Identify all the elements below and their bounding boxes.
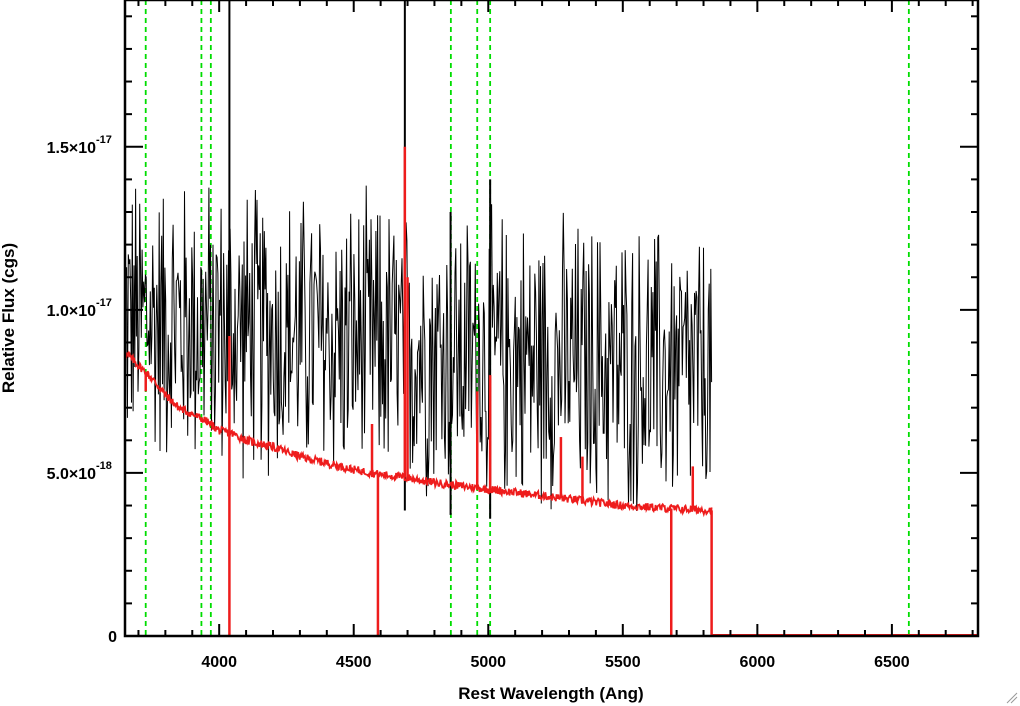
- y-tick-label: 0: [108, 629, 117, 646]
- y-tick-label: 5.0×10 -18: [47, 460, 112, 483]
- observed-spectrum: [124, 0, 713, 519]
- model-spectrum-line: [124, 350, 713, 518]
- x-tick-label: 5000: [470, 654, 506, 671]
- y-tick-label-mantissa: 0: [108, 629, 117, 646]
- x-tick-label: 4000: [201, 654, 237, 671]
- y-tick-label-mantissa: 1.0×10: [47, 303, 96, 320]
- x-tick-label: 4500: [336, 654, 372, 671]
- plot-frame: [123, 0, 980, 638]
- y-axis-ticks: 05.0×10 -181.0×10 -171.5×10 -17: [47, 15, 978, 646]
- resize-grip-icon[interactable]: [1006, 692, 1018, 704]
- y-tick-label-mantissa: 1.5×10: [47, 140, 96, 157]
- y-tick-label-mantissa: 5.0×10: [47, 466, 96, 483]
- y-tick-label-exponent: -17: [96, 297, 112, 309]
- y-tick-label: 1.5×10 -17: [47, 134, 112, 157]
- y-tick-label-exponent: -18: [96, 460, 112, 472]
- y-tick-label: 1.0×10 -17: [47, 297, 112, 320]
- y-axis-title: Relative Flux (cgs): [0, 243, 18, 393]
- x-axis-title: Rest Wavelength (Ang): [458, 684, 643, 703]
- x-tick-label: 5500: [605, 654, 641, 671]
- x-tick-label: 6000: [740, 654, 776, 671]
- y-tick-label-exponent: -17: [96, 134, 112, 146]
- observed-spectrum-line: [124, 185, 713, 512]
- x-tick-label: 6500: [874, 654, 910, 671]
